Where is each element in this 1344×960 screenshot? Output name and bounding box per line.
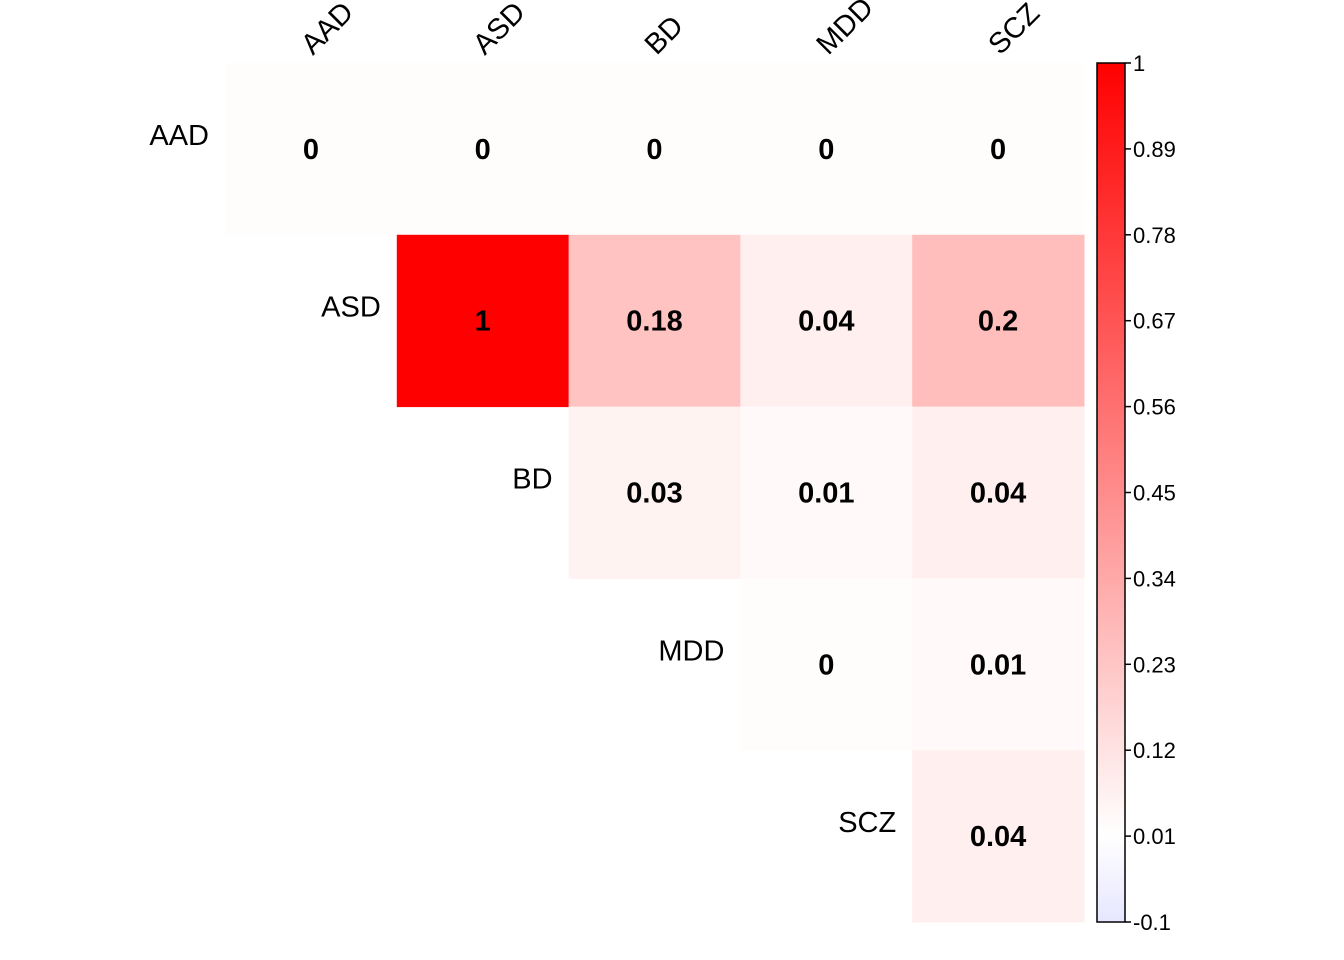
colorbar-tick-label: 0.45	[1133, 481, 1176, 506]
colorbar-tick-label: 0.01	[1133, 824, 1176, 849]
cell-value-label: 0	[990, 134, 1006, 166]
colorbar	[1096, 62, 1126, 923]
colorbar-tick-label: 0.12	[1133, 738, 1176, 763]
colorbar-tick-label: 0.23	[1133, 652, 1176, 677]
heatmap-cell	[568, 406, 741, 579]
colorbar-tick-label: 0.67	[1133, 309, 1176, 334]
heatmap-cell	[740, 234, 913, 408]
row-label: ASD	[321, 292, 381, 324]
colorbar-tick-label: 0.78	[1133, 223, 1176, 248]
heatmap-cell	[225, 63, 398, 236]
column-label: MDD	[811, 0, 880, 61]
heatmap-cell	[740, 406, 913, 579]
heatmap-cell	[396, 63, 570, 236]
column-label: AAD	[295, 0, 360, 61]
cell-value-label: 0	[818, 134, 834, 166]
cell-value-label: 0.18	[626, 306, 682, 338]
heatmap-cell	[912, 750, 1085, 923]
colorbar-tick-label: 0.89	[1133, 137, 1176, 162]
colorbar-tick-label: 1	[1133, 51, 1145, 76]
cell-value-label: 0.01	[798, 478, 854, 510]
row-label: SCZ	[838, 807, 896, 839]
cell-value-label: 1	[475, 306, 491, 338]
row-label: BD	[512, 464, 552, 496]
cell-value-label: 0	[303, 134, 319, 166]
colorbar-tick-label: 0.56	[1133, 395, 1176, 420]
heatmap-cell	[396, 234, 570, 408]
heatmap-cell	[740, 578, 913, 751]
cell-value-label: 0.01	[970, 649, 1026, 681]
column-label: SCZ	[982, 0, 1046, 61]
cell-value-label: 0.04	[798, 306, 854, 338]
heatmap-cell	[912, 578, 1085, 751]
row-label: MDD	[658, 635, 724, 667]
cell-value-label: 0.04	[970, 821, 1026, 853]
colorbar-tick-label: -0.1	[1133, 910, 1171, 935]
cell-value-label: 0.03	[626, 478, 682, 510]
cell-value-label: 0.04	[970, 478, 1026, 510]
colorbar-tick-label: 0.34	[1133, 566, 1176, 591]
column-label: BD	[639, 10, 690, 61]
cell-value-label: 0	[818, 649, 834, 681]
heatmap-cell	[568, 63, 741, 236]
heatmap-cell	[912, 234, 1085, 408]
cell-value-label: 0	[646, 134, 662, 166]
heatmap-cell	[912, 406, 1085, 579]
cell-value-label: 0	[475, 134, 491, 166]
column-label: ASD	[467, 0, 532, 61]
row-label: AAD	[149, 120, 209, 152]
cell-value-label: 0.2	[978, 306, 1018, 338]
heatmap-cell	[740, 63, 913, 236]
heatmap-cell	[568, 234, 741, 408]
heatmap-cell	[912, 63, 1085, 236]
